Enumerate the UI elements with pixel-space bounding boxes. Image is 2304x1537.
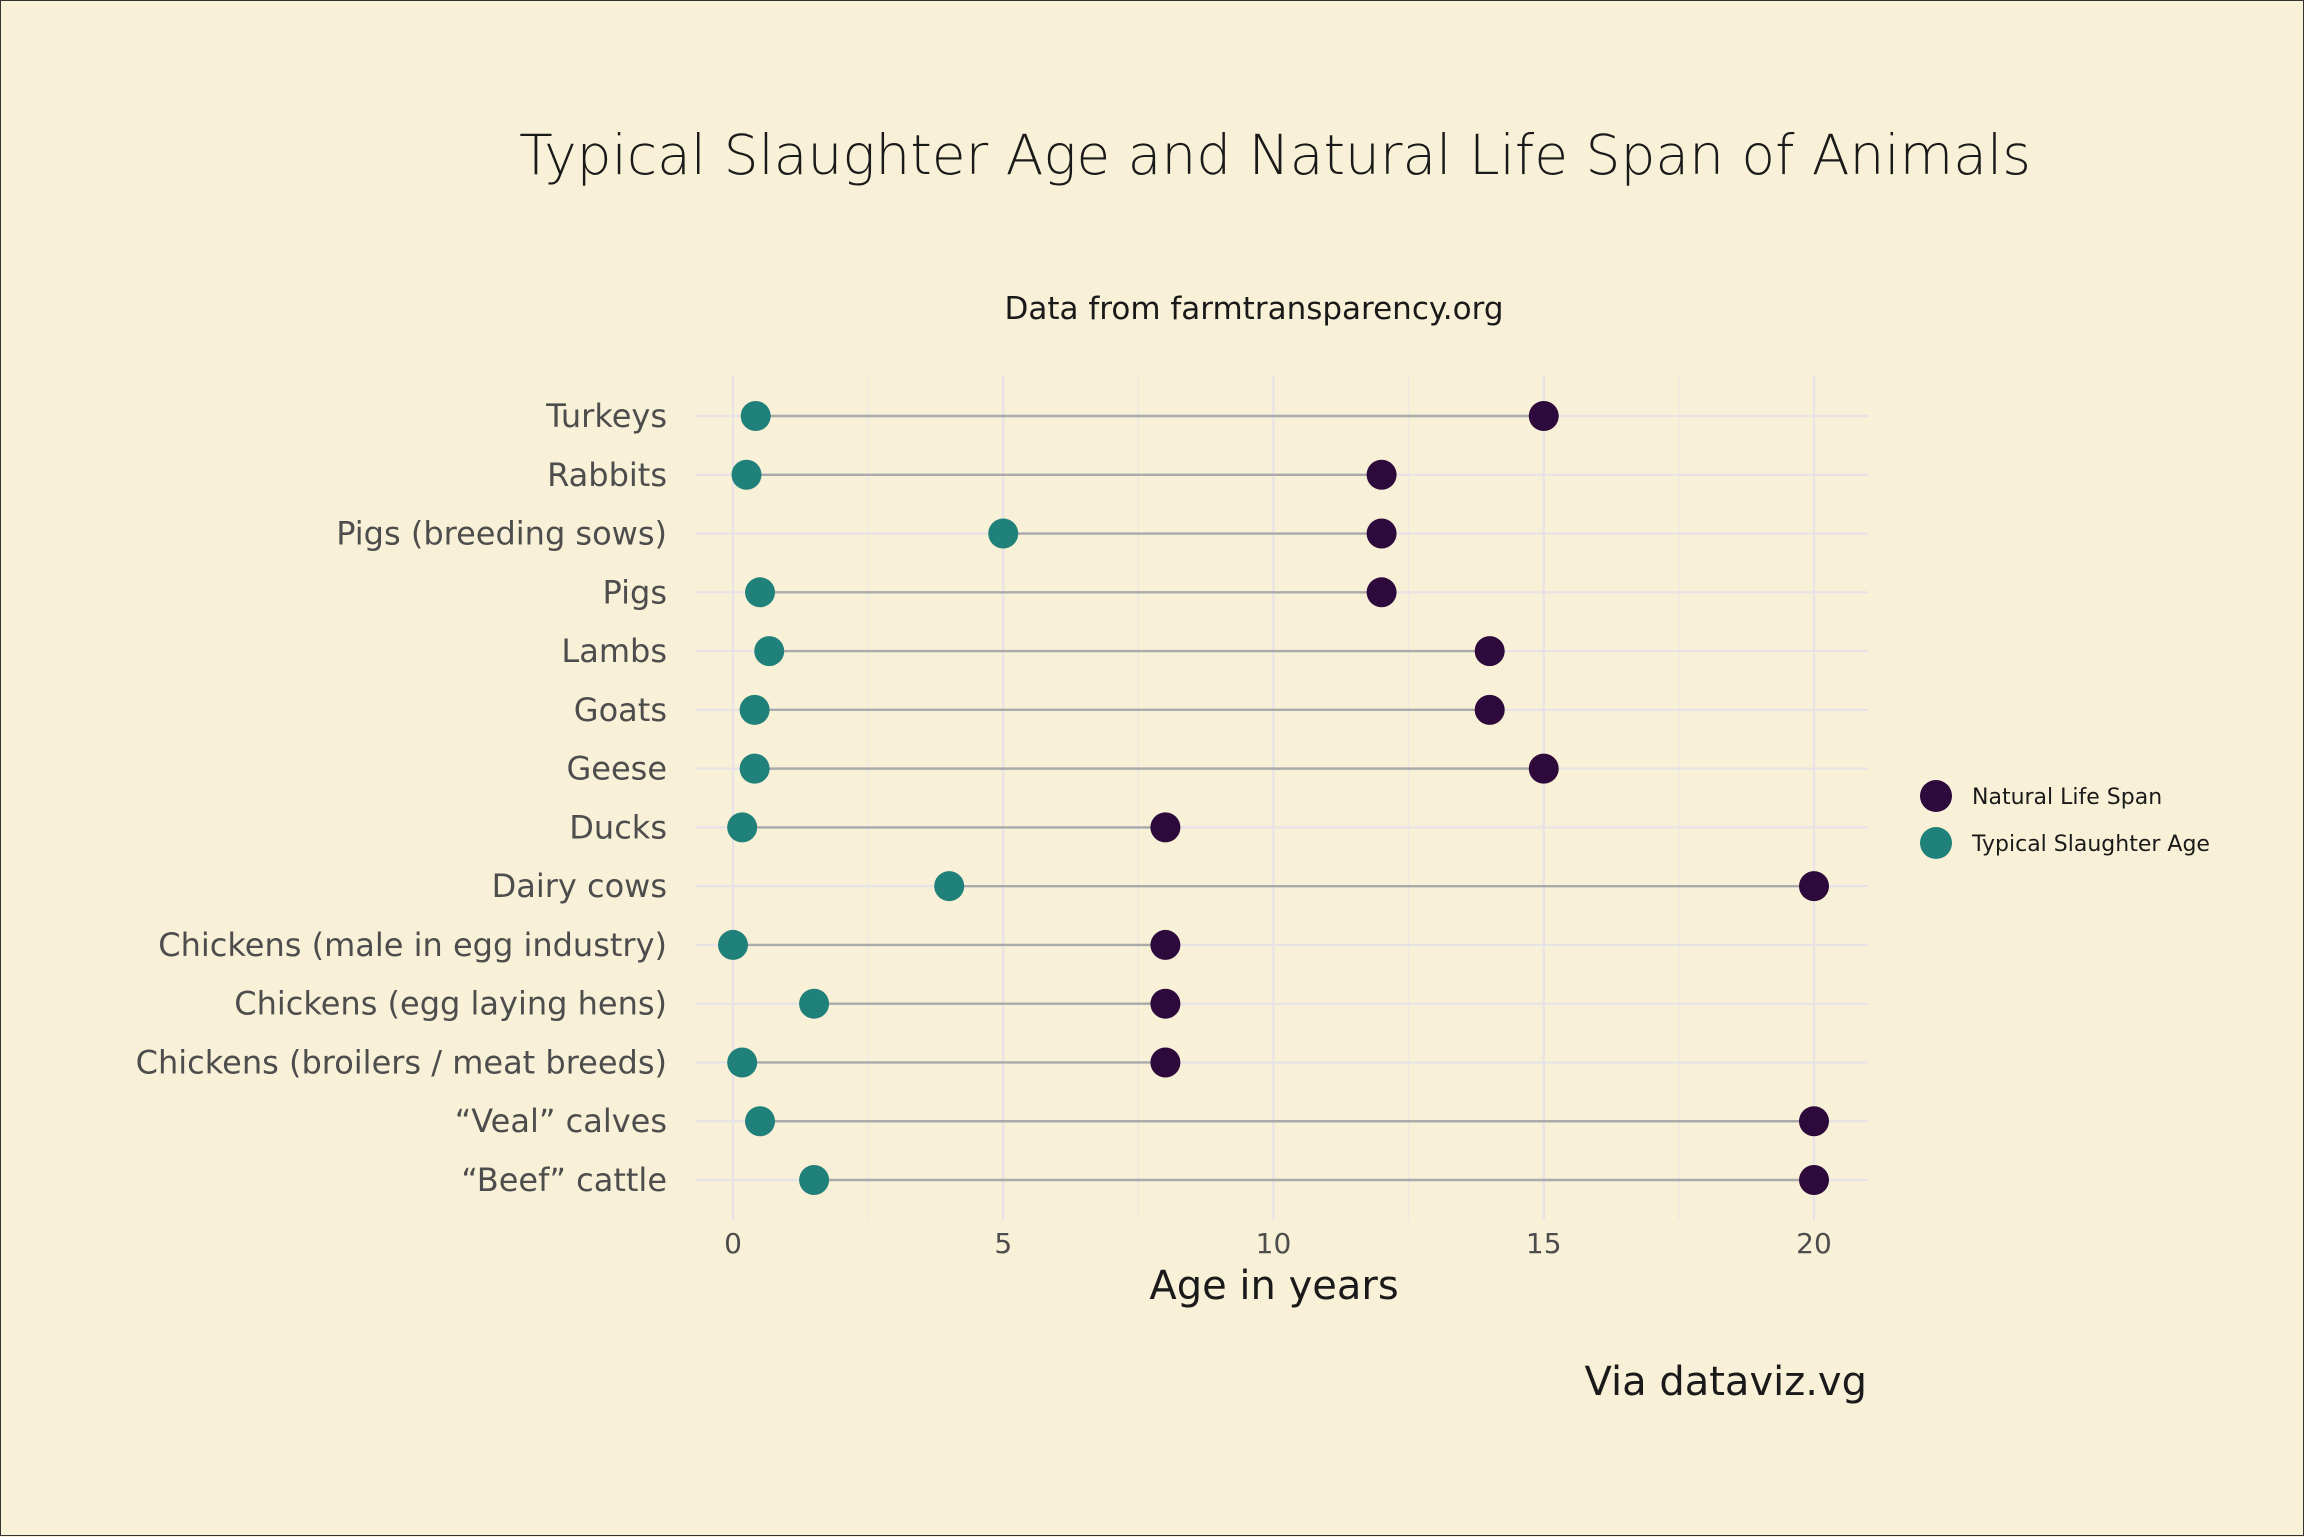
slaughter-age-point: [988, 518, 1019, 549]
x-tick-label: 5: [994, 1227, 1012, 1260]
y-tick-label: Turkeys: [545, 397, 667, 435]
natural-life-span-point: [1799, 871, 1829, 902]
x-tick-label: 0: [724, 1227, 742, 1260]
y-tick-label: Lambs: [561, 632, 667, 670]
x-axis-ticks: 0 5 10 15 20: [724, 1227, 1832, 1260]
natural-life-span-point: [1150, 988, 1181, 1019]
y-tick-label: Chickens (broilers / meat breeds): [136, 1043, 667, 1081]
legend-swatch: [1920, 827, 1952, 859]
slaughter-age-point: [799, 988, 830, 1019]
slaughter-age-point: [731, 459, 762, 490]
slaughter-age-point: [740, 401, 771, 431]
slaughter-age-point: [739, 694, 770, 725]
legend: Natural Life Span Typical Slaughter Age: [1920, 780, 2210, 859]
slaughter-age-point: [745, 577, 776, 608]
y-tick-label: Rabbits: [547, 456, 667, 494]
segments: [733, 414, 1814, 1182]
data-points: [718, 401, 1829, 1196]
gridlines: [695, 376, 1869, 1221]
natural-life-span-point: [1366, 577, 1397, 608]
chart-title: Typical Slaughter Age and Natural Life S…: [519, 123, 2031, 187]
y-tick-label: Geese: [566, 750, 667, 788]
slaughter-age-point: [799, 1165, 830, 1196]
legend-swatch: [1920, 780, 1952, 812]
y-tick-label: Ducks: [569, 808, 667, 846]
natural-life-span-point: [1150, 1047, 1181, 1078]
y-tick-label: Pigs: [603, 573, 667, 611]
x-tick-label: 20: [1796, 1227, 1832, 1260]
natural-life-span-point: [1799, 1165, 1829, 1196]
x-tick-label: 15: [1526, 1227, 1562, 1260]
natural-life-span-point: [1799, 1106, 1829, 1137]
y-tick-label: “Veal” calves: [455, 1102, 667, 1140]
slaughter-age-point: [934, 871, 965, 902]
slaughter-age-point: [718, 929, 748, 960]
legend-item: Typical Slaughter Age: [1920, 827, 2210, 859]
natural-life-span-point: [1150, 929, 1181, 960]
slaughter-age-point: [745, 1106, 776, 1137]
slaughter-age-point: [739, 753, 770, 784]
natural-life-span-point: [1528, 401, 1559, 431]
slaughter-age-point: [754, 636, 785, 667]
y-axis-ticks: Turkeys Rabbits Pigs (breeding sows) Pigs La…: [136, 397, 667, 1199]
y-tick-label: Goats: [574, 691, 667, 729]
slaughter-age-point: [727, 812, 758, 843]
natural-life-span-point: [1366, 518, 1397, 549]
chart-subtitle: Data from farmtransparency.org: [1005, 291, 1504, 327]
natural-life-span-point: [1366, 459, 1397, 490]
natural-life-span-point: [1474, 636, 1505, 667]
y-tick-label: Chickens (male in egg industry): [158, 926, 667, 964]
y-tick-label: “Beef” cattle: [461, 1161, 667, 1199]
slaughter-age-point: [727, 1047, 758, 1078]
x-tick-label: 10: [1256, 1227, 1292, 1260]
natural-life-span-point: [1474, 694, 1505, 725]
legend-item: Natural Life Span: [1920, 780, 2162, 812]
natural-life-span-point: [1528, 753, 1559, 784]
legend-label: Natural Life Span: [1972, 785, 2162, 810]
y-tick-label: Dairy cows: [492, 867, 667, 905]
natural-life-span-point: [1150, 812, 1181, 843]
x-axis-label: Age in years: [1149, 1263, 1398, 1309]
legend-label: Typical Slaughter Age: [1971, 832, 2210, 857]
y-tick-label: Chickens (egg laying hens): [234, 985, 667, 1023]
chart-caption: Via dataviz.vg: [1585, 1359, 1867, 1405]
y-tick-label: Pigs (breeding sows): [336, 515, 667, 553]
